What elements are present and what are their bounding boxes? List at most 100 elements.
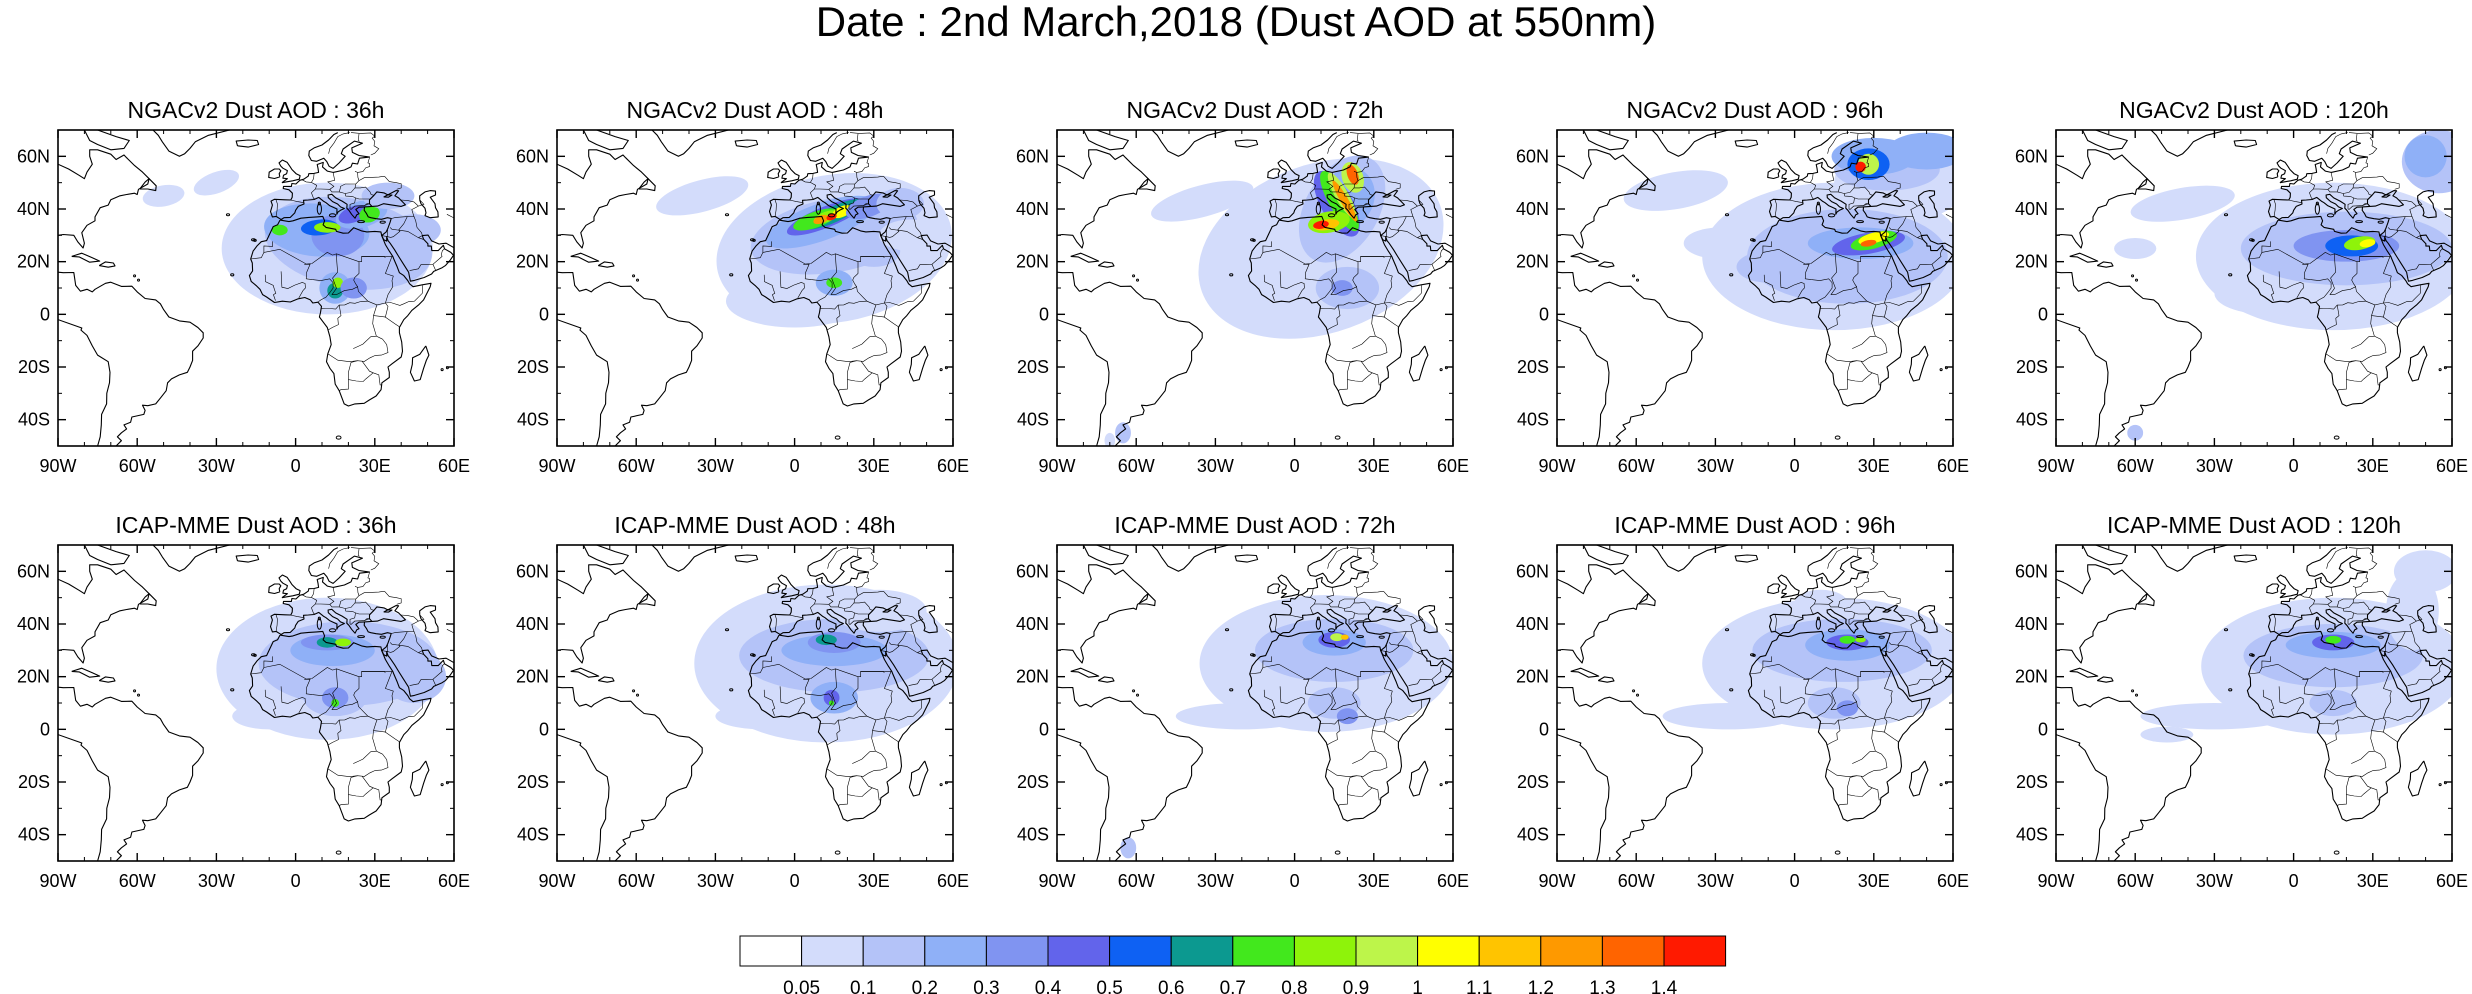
country-border bbox=[1330, 253, 1422, 306]
country-border bbox=[304, 679, 311, 694]
country-border bbox=[339, 794, 349, 806]
country-border bbox=[801, 179, 817, 200]
country-border bbox=[884, 256, 893, 304]
coastline bbox=[570, 667, 600, 678]
x-tick-label: 60E bbox=[2436, 871, 2468, 891]
country-border bbox=[2319, 300, 2366, 310]
country-border bbox=[1762, 663, 1892, 680]
island bbox=[2355, 635, 2364, 639]
map-area bbox=[557, 130, 953, 446]
country-border bbox=[250, 241, 273, 260]
island bbox=[2326, 213, 2335, 218]
x-tick-label: 60W bbox=[119, 871, 156, 891]
dust-aod-plume bbox=[656, 176, 749, 216]
island bbox=[1815, 618, 1821, 630]
island bbox=[379, 220, 386, 224]
panel-title: NGACv2 Dust AOD : 120h bbox=[2119, 97, 2389, 123]
x-tick-label: 60E bbox=[1937, 871, 1969, 891]
coastline bbox=[2150, 545, 2228, 572]
panel-title: NGACv2 Dust AOD : 36h bbox=[128, 97, 385, 123]
country-border bbox=[1908, 663, 1944, 686]
island bbox=[335, 435, 342, 440]
island bbox=[1815, 203, 1821, 215]
panel-title: NGACv2 Dust AOD : 72h bbox=[1127, 97, 1384, 123]
country-border bbox=[328, 132, 350, 154]
y-tick-label: 0 bbox=[2038, 719, 2048, 739]
country-border bbox=[401, 199, 419, 207]
country-border bbox=[814, 587, 835, 605]
country-border bbox=[1762, 248, 1892, 265]
coastline bbox=[777, 159, 800, 184]
y-tick-label: 40S bbox=[517, 410, 549, 430]
colorbar-swatch bbox=[1293, 935, 1357, 967]
colorbar-label: 1.4 bbox=[1651, 978, 1678, 994]
dust-aod-plume bbox=[322, 687, 349, 709]
country-border bbox=[2346, 372, 2372, 382]
figure-title: Date : 2nd March,2018 (Dust AOD at 550nm… bbox=[815, 0, 1657, 45]
country-border bbox=[418, 652, 424, 655]
country-border bbox=[1827, 547, 1849, 569]
dust-aod-plume bbox=[335, 638, 352, 647]
x-tick-label: 0 bbox=[790, 871, 800, 891]
country-border bbox=[1860, 256, 1885, 258]
dust-aod-plume bbox=[1151, 180, 1254, 222]
country-border bbox=[1274, 613, 1277, 632]
island bbox=[1439, 783, 1443, 787]
x-tick-label: 30E bbox=[858, 871, 890, 891]
y-tick-label: 20S bbox=[2016, 772, 2048, 792]
colorbar-label: 0.9 bbox=[1343, 978, 1369, 994]
country-border bbox=[353, 676, 360, 702]
colorbar-label: 0.5 bbox=[1096, 978, 1122, 994]
y-tick-label: 40S bbox=[1517, 825, 1549, 845]
island bbox=[2251, 238, 2255, 242]
y-tick-label: 20S bbox=[2016, 357, 2048, 377]
island bbox=[1636, 278, 1640, 282]
country-border bbox=[1884, 256, 1893, 304]
country-border bbox=[1852, 676, 1859, 702]
island bbox=[856, 220, 865, 224]
x-tick-label: 30W bbox=[2196, 871, 2233, 891]
coastline bbox=[734, 139, 759, 148]
dust-aod-plume bbox=[1662, 703, 1795, 730]
map-panel: NGACv2 Dust AOD : 120h 90W 60W 30W 0 30E 60E 60… bbox=[2015, 97, 2468, 476]
country-border bbox=[1854, 186, 1874, 196]
country-border bbox=[1856, 572, 1869, 588]
island bbox=[253, 238, 257, 242]
island bbox=[1334, 435, 1341, 440]
colorbar-swatch bbox=[1170, 935, 1234, 967]
dust-aod-plume bbox=[1855, 637, 1866, 643]
country-border bbox=[1763, 274, 1776, 301]
country-border bbox=[385, 671, 394, 719]
y-tick-label: 0 bbox=[1039, 719, 1049, 739]
coastline bbox=[1570, 252, 1600, 263]
country-border bbox=[2319, 715, 2366, 725]
country-border bbox=[801, 594, 817, 615]
x-tick-label: 60E bbox=[1937, 456, 1969, 476]
coastline bbox=[2056, 734, 2109, 861]
country-border bbox=[398, 216, 408, 231]
country-border bbox=[826, 353, 857, 363]
island bbox=[316, 618, 322, 630]
country-border bbox=[1347, 787, 1373, 797]
coastline bbox=[419, 605, 439, 634]
country-border bbox=[304, 264, 311, 279]
country-border bbox=[1363, 203, 1369, 206]
country-border bbox=[837, 598, 855, 607]
island bbox=[1378, 220, 1385, 224]
island bbox=[856, 635, 865, 639]
island bbox=[939, 368, 943, 372]
country-border bbox=[2362, 618, 2368, 621]
coastline bbox=[1557, 734, 1610, 861]
country-border bbox=[1357, 591, 1401, 605]
y-tick-label: 60N bbox=[1516, 561, 1549, 581]
country-border bbox=[1820, 300, 1867, 310]
country-border bbox=[264, 274, 277, 301]
coastline bbox=[638, 178, 656, 192]
coastline bbox=[1277, 159, 1300, 184]
coastline bbox=[1267, 583, 1281, 595]
country-border bbox=[1912, 614, 1924, 624]
map-panel: NGACv2 Dust AOD : 48h 90W 60W 30W 0 30E 60E 60N… bbox=[516, 97, 969, 476]
country-border bbox=[2385, 227, 2399, 238]
country-border bbox=[311, 588, 315, 598]
map-panel: ICAP-MME Dust AOD : 120h 90W 60W 30W 0 30E 60E… bbox=[2015, 512, 2468, 891]
